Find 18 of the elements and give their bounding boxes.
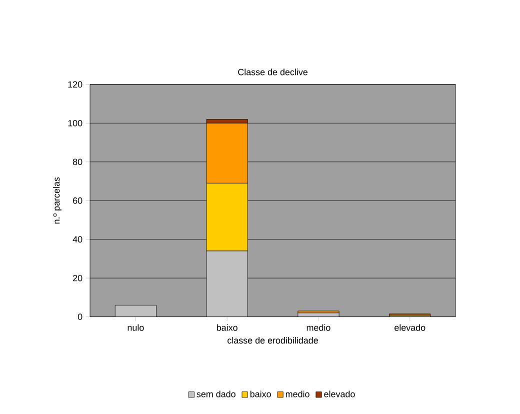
y-tick-label: 80 [72, 158, 82, 166]
y-tick-label: 100 [68, 120, 82, 126]
legend-label: sem dado [196, 390, 236, 398]
legend-label: elevado [324, 390, 355, 398]
y-axis-title: n.º parcelas [53, 177, 62, 224]
x-tick-label: elevado [394, 324, 426, 331]
x-tick-label: baixo [216, 324, 238, 331]
y-tick-label: 120 [68, 81, 82, 88]
x-tick-label: medio [306, 324, 330, 331]
legend-label: medio [286, 390, 310, 398]
legend-label: baixo [250, 390, 271, 398]
y-tick-label: 0 [78, 314, 82, 320]
x-axis-title: classe de erodibilidade [228, 336, 318, 344]
y-tick-label: 20 [73, 274, 82, 282]
chart-title: Classe de declive [238, 68, 308, 76]
y-tick-label: 40 [72, 236, 82, 243]
y-tick-label: 60 [73, 197, 82, 204]
x-tick-label: nulo [128, 324, 144, 331]
